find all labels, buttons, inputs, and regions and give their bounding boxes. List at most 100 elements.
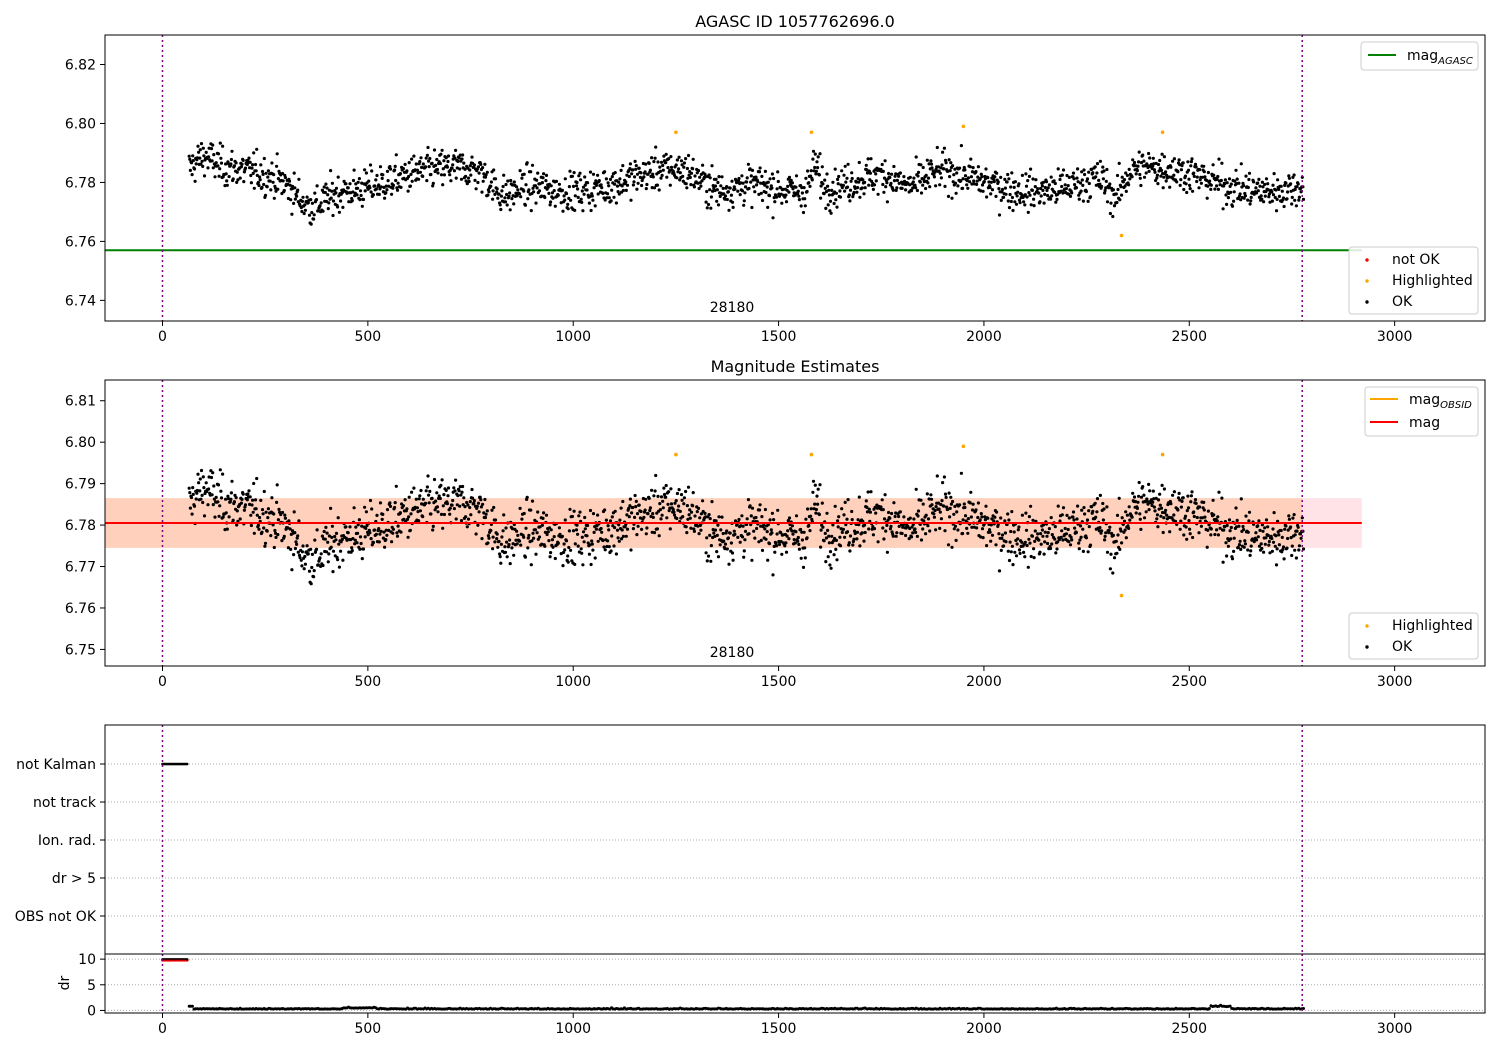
ok-point [476, 180, 480, 185]
ok-point [760, 548, 765, 553]
ok-point [1188, 187, 1192, 191]
ok-point [1038, 550, 1042, 554]
ok-point [1061, 538, 1065, 542]
ok-point [242, 508, 246, 512]
ok-point [381, 512, 385, 517]
ok-point [719, 184, 723, 188]
ok-point [509, 178, 513, 183]
ok-point [1280, 550, 1284, 554]
ok-point [1209, 183, 1213, 187]
ok-point [452, 507, 456, 511]
ok-point [955, 510, 959, 514]
ok-point [1007, 558, 1012, 563]
ok-point [395, 534, 400, 538]
ok-point [1220, 161, 1224, 165]
ok-point [722, 192, 726, 196]
ok-point [1279, 528, 1283, 533]
ok-point [221, 515, 225, 519]
ok-point [1056, 167, 1060, 171]
ok-point [1081, 199, 1085, 203]
ok-point [793, 193, 797, 197]
ok-point [346, 531, 350, 535]
ok-point [360, 524, 364, 528]
ok-point [1107, 528, 1111, 532]
ok-point [535, 178, 539, 182]
ok-point [820, 165, 824, 169]
ok-point [1232, 199, 1236, 203]
ok-point [651, 172, 655, 176]
ok-point [606, 192, 610, 196]
ok-point [1064, 187, 1068, 191]
ok-point [331, 199, 336, 203]
ok-point [627, 174, 631, 179]
ok-point [464, 179, 468, 183]
ok-point [489, 184, 493, 188]
ok-point [213, 175, 217, 179]
ok-point [1289, 536, 1293, 540]
ok-point [863, 523, 867, 527]
ok-point [280, 171, 285, 176]
flagged-point-outline [185, 958, 189, 961]
ok-point [562, 542, 566, 546]
ok-point [633, 175, 637, 179]
ok-point [1114, 192, 1118, 196]
ok-point [1023, 203, 1027, 207]
ok-point [938, 526, 942, 531]
ok-point [1189, 500, 1193, 504]
ok-point [230, 149, 234, 153]
ok-point [361, 547, 366, 551]
ok-point [902, 175, 906, 179]
ok-point [848, 199, 852, 203]
ok-point [1093, 165, 1097, 169]
ok-point [716, 523, 720, 527]
ok-point [295, 542, 299, 547]
ok-point [550, 191, 555, 195]
ok-point [226, 497, 231, 501]
ok-point [959, 471, 964, 475]
ok-point [1061, 191, 1065, 195]
ok-point [665, 516, 669, 520]
ok-point [1220, 496, 1224, 500]
dr-point [190, 1004, 194, 1008]
ok-point [850, 509, 854, 514]
ok-point [698, 523, 702, 528]
ok-point [605, 196, 609, 200]
ok-point [881, 182, 885, 187]
ok-point [254, 507, 258, 511]
ok-point [1053, 525, 1057, 529]
ok-point [639, 171, 643, 175]
ok-point [1039, 194, 1043, 198]
ok-point [428, 156, 432, 161]
ok-point [1153, 509, 1157, 513]
ok-point [932, 515, 937, 519]
ok-point [848, 549, 852, 553]
ok-point [1036, 532, 1040, 536]
ok-point [416, 510, 420, 514]
ok-point [469, 513, 473, 517]
ok-point [805, 189, 809, 194]
ok-point [620, 528, 624, 532]
ok-point [780, 201, 784, 205]
ok-point [745, 180, 749, 184]
ok-point [574, 528, 579, 532]
ok-point [569, 198, 573, 202]
ok-point [1125, 173, 1129, 177]
ok-point [1156, 162, 1161, 167]
ok-point [699, 528, 703, 532]
observation-bounds-layer [161, 954, 1303, 1013]
ok-point [1012, 530, 1016, 534]
ok-point [1104, 179, 1108, 183]
ok-point [818, 152, 822, 156]
ok-point [492, 505, 496, 510]
ok-point [924, 532, 928, 536]
ok-point [559, 552, 563, 556]
ok-point [326, 560, 330, 564]
ok-point [1274, 563, 1279, 567]
ok-point [733, 532, 737, 537]
ok-point [269, 534, 273, 538]
ok-point [628, 504, 632, 508]
ok-point [1076, 504, 1080, 508]
ok-point [1103, 188, 1107, 193]
ok-point [895, 531, 899, 535]
ok-point [1083, 512, 1087, 516]
